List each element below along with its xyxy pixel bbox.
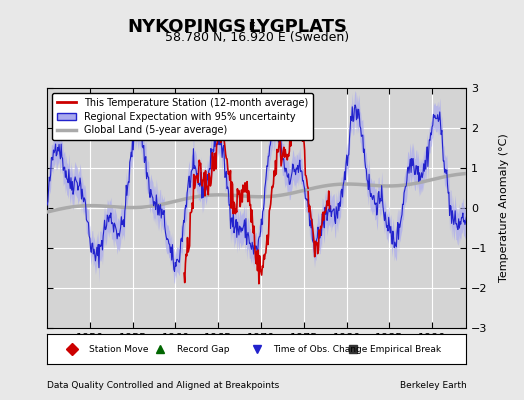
Text: Data Quality Controlled and Aligned at Breakpoints: Data Quality Controlled and Aligned at B… [47,381,279,390]
Text: Station Move: Station Move [89,344,149,354]
Text: Time of Obs. Change: Time of Obs. Change [274,344,368,354]
Text: Berkeley Earth: Berkeley Earth [400,381,466,390]
Y-axis label: Temperature Anomaly (°C): Temperature Anomaly (°C) [499,134,509,282]
Text: F: F [248,22,255,32]
Text: LYGPLATS: LYGPLATS [248,18,347,36]
Text: Record Gap: Record Gap [177,344,230,354]
Text: 58.780 N, 16.920 E (Sweden): 58.780 N, 16.920 E (Sweden) [165,31,349,44]
Text: Empirical Break: Empirical Break [370,344,441,354]
Legend: This Temperature Station (12-month average), Regional Expectation with 95% uncer: This Temperature Station (12-month avera… [52,93,313,140]
Text: NYKOPINGS: NYKOPINGS [127,18,246,36]
